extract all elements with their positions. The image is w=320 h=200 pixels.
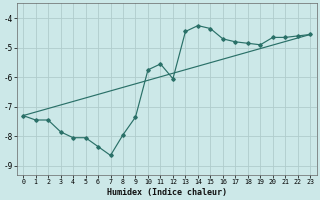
X-axis label: Humidex (Indice chaleur): Humidex (Indice chaleur) xyxy=(107,188,227,197)
